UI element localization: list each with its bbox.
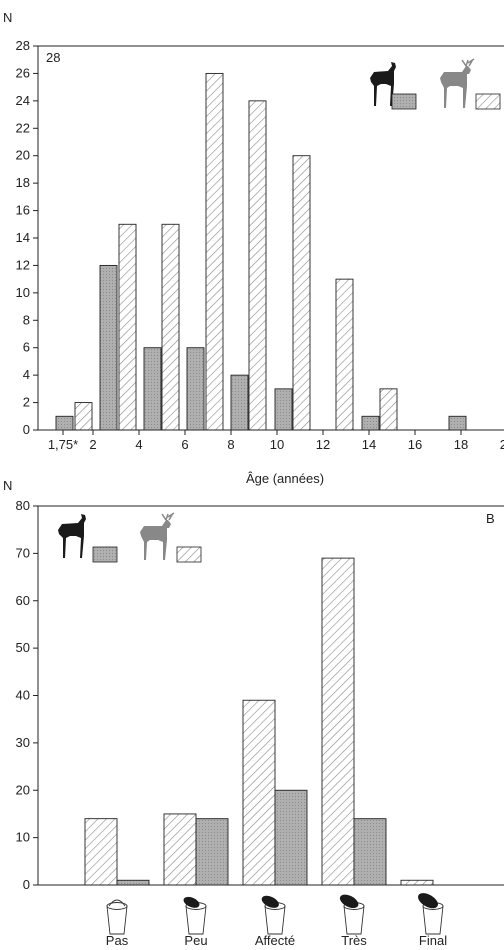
y-tick-label: 70 — [16, 545, 30, 560]
affected-bucket-icon — [261, 895, 286, 935]
y-tick-label: 20 — [16, 148, 30, 163]
x-tick-label: 10 — [270, 437, 284, 452]
bar-solid-grey-Très — [353, 818, 387, 886]
bar-hatched-6-7 — [205, 72, 224, 431]
y-tick-label: 14 — [16, 230, 30, 245]
stag-silhouette-icon — [140, 512, 175, 560]
category-label: Pas — [106, 933, 129, 948]
bar-solid-grey-Pas — [116, 879, 150, 886]
bar-hatched-14-15 — [379, 388, 398, 431]
bar-hatched-2-3 — [118, 223, 137, 431]
x-tick-label: 18 — [454, 437, 468, 452]
y-tick-label: 26 — [16, 65, 30, 80]
panel-label: 28 — [46, 50, 60, 65]
doe-silhouette-icon — [58, 514, 86, 558]
x-tick-label: 4 — [135, 437, 142, 452]
y-tick-label: 10 — [16, 830, 30, 845]
panel-label: B — [486, 511, 495, 526]
age-chart: N 28 Âge (années) 0246810121416182022242… — [3, 10, 504, 486]
category-label: Affecté — [255, 933, 295, 948]
stag-silhouette-icon — [440, 58, 475, 108]
final-bucket-icon — [418, 893, 444, 935]
bar-solid-grey-Affecté — [274, 789, 308, 886]
y-axis-label: N — [3, 10, 12, 25]
bar-hatched-Affecté — [242, 699, 276, 886]
y-tick-label: 40 — [16, 688, 30, 703]
x-tick-label: 2 — [89, 437, 96, 452]
x-tick-label: 8 — [227, 437, 234, 452]
x-tick-label: 12 — [316, 437, 330, 452]
y-tick-label: 2 — [23, 395, 30, 410]
bar-hatched-1,75 — [74, 402, 93, 431]
y-tick-label: 28 — [16, 38, 30, 53]
legend-swatch-hatched — [475, 93, 501, 110]
empty-bucket-icon — [106, 899, 128, 935]
y-tick-label: 18 — [16, 175, 30, 190]
bar-solid-grey-Peu — [195, 818, 229, 886]
bar-hatched-Pas — [84, 818, 118, 886]
y-tick-label: 60 — [16, 593, 30, 608]
legend-swatch-hatched — [176, 546, 202, 563]
doe-silhouette-icon — [370, 62, 396, 106]
bar-solid-grey-2-3 — [99, 264, 118, 431]
y-tick-label: 22 — [16, 120, 30, 135]
bar-hatched-4-5 — [161, 223, 180, 431]
y-tick-label: 80 — [16, 498, 30, 513]
y-tick-label: 30 — [16, 735, 30, 750]
bar-hatched-10-11 — [292, 155, 311, 431]
y-tick-label: 4 — [23, 367, 30, 382]
bar-solid-grey-1,75 — [55, 415, 74, 431]
x-tick-label: 14 — [362, 437, 376, 452]
bar-hatched-Très — [321, 557, 355, 886]
bar-solid-grey-6-7 — [186, 347, 205, 431]
y-tick-label: 12 — [16, 257, 30, 272]
state-chart: N B 0 10 20 30 40 50 60 70 80 Pas Peu Affecté Très F… — [3, 478, 504, 948]
category-label: Final — [419, 933, 447, 948]
y-tick-label: 6 — [23, 340, 30, 355]
category-label: Très — [341, 933, 367, 948]
y-tick-label: 10 — [16, 285, 30, 300]
x-tick-label: 16 — [408, 437, 422, 452]
y-tick-label: 0 — [23, 422, 30, 437]
x-tick-label: 6 — [181, 437, 188, 452]
bar-solid-grey-14-15 — [361, 415, 380, 431]
slight-bucket-icon — [183, 896, 207, 935]
legend-top-left — [58, 512, 202, 563]
legend-swatch-grey — [391, 93, 417, 110]
legend-swatch-grey — [92, 546, 118, 563]
bar-solid-grey-4-5 — [143, 347, 162, 431]
bar-hatched-8-9 — [248, 100, 267, 431]
y-tick-label: 16 — [16, 203, 30, 218]
y-tick-label: 20 — [16, 782, 30, 797]
x-axis-label: Âge (années) — [246, 471, 324, 486]
very-bucket-icon — [339, 894, 365, 935]
legend-top-right — [370, 58, 501, 110]
category-label: Peu — [184, 933, 207, 948]
y-tick-label: 24 — [16, 93, 30, 108]
bar-solid-grey-18 — [448, 415, 467, 431]
bar-hatched-Peu — [163, 813, 197, 886]
y-tick-label: 0 — [23, 877, 30, 892]
bar-solid-grey-8-9 — [230, 374, 249, 431]
y-tick-label: 50 — [16, 640, 30, 655]
bar-hatched-Final — [400, 879, 434, 886]
y-axis-label: N — [3, 478, 12, 493]
bar-hatched-12-13 — [335, 278, 354, 431]
x-tick-label: 20 — [500, 437, 504, 452]
bar-solid-grey-10-11 — [274, 388, 293, 431]
y-tick-label: 8 — [23, 312, 30, 327]
x-tick-label: 1,75* — [48, 437, 78, 452]
